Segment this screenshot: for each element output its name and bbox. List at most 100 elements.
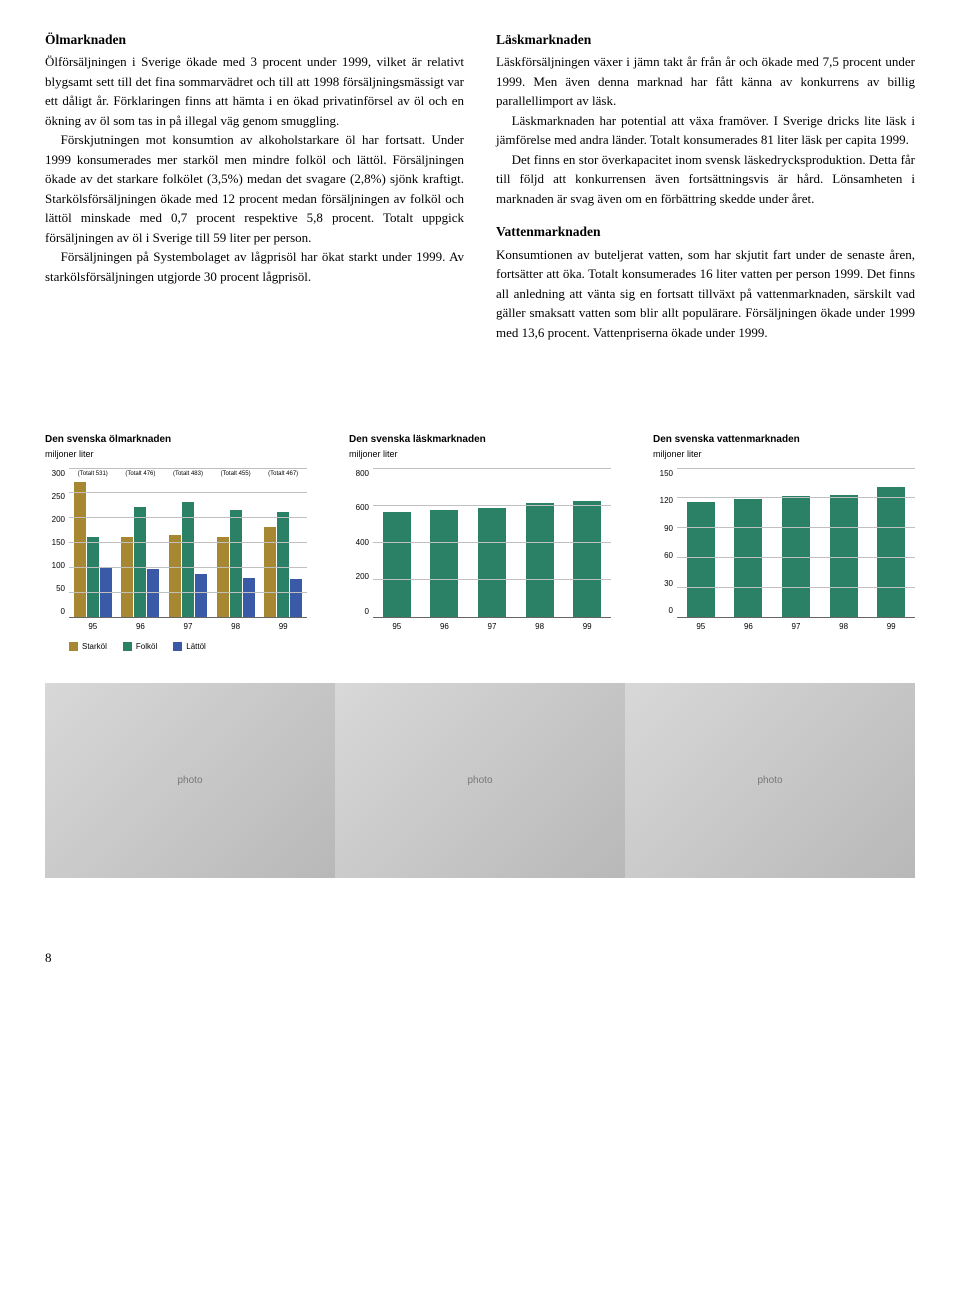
legend-swatch	[69, 642, 78, 651]
x-tick: 97	[772, 621, 820, 633]
beer-heading: Ölmarknaden	[45, 30, 464, 50]
y-tick: 300	[45, 468, 65, 480]
bar	[290, 579, 302, 616]
x-axis-labels: 9596979899	[677, 621, 915, 633]
photo-beer: photo	[45, 683, 335, 878]
x-tick: 99	[563, 621, 611, 633]
x-tick: 95	[373, 621, 421, 633]
y-tick: 30	[653, 578, 673, 590]
bar	[877, 487, 905, 616]
x-tick: 98	[820, 621, 868, 633]
chart-subtitle: miljoner liter	[45, 448, 307, 462]
y-tick: 0	[653, 605, 673, 617]
legend-swatch	[173, 642, 182, 651]
soda-p3: Det finns en stor överkapacitet inom sve…	[496, 150, 915, 209]
bar	[687, 502, 715, 616]
bar	[134, 507, 146, 616]
y-tick: 600	[349, 502, 369, 514]
photo-soda: photo	[335, 683, 625, 878]
chart-title: Den svenska läskmarknaden	[349, 432, 611, 447]
bar-group	[677, 468, 725, 617]
bar	[264, 527, 276, 616]
y-tick: 200	[45, 514, 65, 526]
bar	[383, 512, 411, 616]
y-axis: 8006004002000	[349, 468, 373, 618]
photos-row: photo photo photo	[45, 683, 915, 878]
page-number: 8	[45, 948, 915, 968]
y-tick: 60	[653, 550, 673, 562]
soda-chart: Den svenska läskmarknaden miljoner liter…	[349, 432, 611, 653]
bar	[87, 537, 99, 616]
bar	[478, 508, 506, 616]
plot-area	[677, 468, 915, 618]
y-tick: 400	[349, 537, 369, 549]
right-column: Läskmarknaden Läskförsäljningen växer i …	[496, 30, 915, 342]
y-tick: 0	[349, 606, 369, 618]
x-tick: 95	[677, 621, 725, 633]
soda-heading: Läskmarknaden	[496, 30, 915, 50]
legend-item: Folköl	[123, 641, 157, 653]
bar	[182, 502, 194, 616]
chart-subtitle: miljoner liter	[349, 448, 611, 462]
legend-item: Starköl	[69, 641, 107, 653]
y-tick: 0	[45, 606, 65, 618]
left-column: Ölmarknaden Ölförsäljningen i Sverige ök…	[45, 30, 464, 342]
beer-p3: Försäljningen på Systembolaget av lågpri…	[45, 247, 464, 286]
water-heading: Vattenmarknaden	[496, 222, 915, 242]
x-tick: 96	[117, 621, 165, 633]
legend-label: Lättöl	[186, 641, 206, 653]
chart-title: Den svenska ölmarknaden	[45, 432, 307, 447]
x-tick: 98	[516, 621, 564, 633]
y-tick: 100	[45, 560, 65, 572]
x-axis-labels: 9596979899	[373, 621, 611, 633]
x-tick: 99	[259, 621, 307, 633]
bar	[147, 569, 159, 616]
bar	[573, 501, 601, 616]
legend: Starköl Folköl Lättöl	[69, 641, 307, 653]
plot-area: (Totalt 531)(Totalt 476)(Totalt 483)(Tot…	[69, 468, 307, 618]
legend-label: Starköl	[82, 641, 107, 653]
legend-item: Lättöl	[173, 641, 206, 653]
bar	[74, 482, 86, 616]
y-tick: 50	[45, 583, 65, 595]
soda-p1: Läskförsäljningen växer i jämn takt år f…	[496, 52, 915, 111]
x-tick: 96	[421, 621, 469, 633]
bar	[277, 512, 289, 616]
chart-subtitle: miljoner liter	[653, 448, 915, 462]
bar	[430, 510, 458, 616]
bar-group	[772, 468, 820, 617]
legend-label: Folköl	[136, 641, 157, 653]
bar	[195, 574, 207, 616]
y-tick: 800	[349, 468, 369, 480]
bar-group	[820, 468, 868, 617]
beer-p2: Förskjutningen mot konsumtion av alkohol…	[45, 130, 464, 247]
y-tick: 90	[653, 523, 673, 535]
x-axis-labels: 9596979899	[69, 621, 307, 633]
x-tick: 95	[69, 621, 117, 633]
bar	[734, 499, 762, 616]
bar	[526, 503, 554, 617]
x-tick: 97	[164, 621, 212, 633]
bar	[169, 535, 181, 617]
y-axis: 1501209060300	[653, 468, 677, 618]
x-tick: 97	[468, 621, 516, 633]
plot-area	[373, 468, 611, 618]
bar	[217, 537, 229, 616]
x-tick: 98	[212, 621, 260, 633]
bar	[230, 510, 242, 617]
bar-groups	[677, 468, 915, 617]
bar-group	[725, 468, 773, 617]
bar	[121, 537, 133, 616]
y-tick: 150	[653, 468, 673, 480]
water-chart: Den svenska vattenmarknaden miljoner lit…	[653, 432, 915, 653]
photo-water: photo	[625, 683, 915, 878]
beer-p1: Ölförsäljningen i Sverige ökade med 3 pr…	[45, 52, 464, 130]
bar	[243, 578, 255, 617]
x-tick: 99	[867, 621, 915, 633]
y-tick: 150	[45, 537, 65, 549]
soda-p2: Läskmarknaden har potential att växa fra…	[496, 111, 915, 150]
charts-row: Den svenska ölmarknaden miljoner liter 3…	[45, 432, 915, 653]
beer-chart: Den svenska ölmarknaden miljoner liter 3…	[45, 432, 307, 653]
chart-title: Den svenska vattenmarknaden	[653, 432, 915, 447]
y-tick: 250	[45, 491, 65, 503]
